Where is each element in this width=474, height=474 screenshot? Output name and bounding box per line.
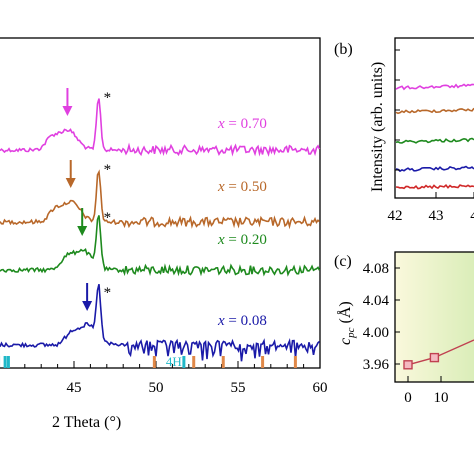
panel-c-label: (c) (334, 253, 352, 270)
reference-tick-orange (261, 356, 265, 368)
x-tick-label: 50 (149, 380, 164, 396)
panel-a: * x = 0.70 * x = 0.50 * x = 0.20 * x = 0.08 45 5… (0, 37, 328, 431)
panel-c-x-tick-label: 0 (404, 390, 412, 406)
peak-arrowhead-icon (65, 178, 76, 188)
panel-a-xlabel: 2 Theta (°) (52, 414, 121, 431)
reference-label: 4H (166, 354, 182, 369)
impurity-marker: * (104, 90, 112, 106)
panel-b-series (395, 83, 474, 190)
panel-b-label: (b) (334, 41, 353, 58)
panel-a-reference-ticks: 4H (0, 354, 297, 369)
reference-tick-orange (152, 356, 156, 368)
panel-b-x-tick-label: 43 (429, 208, 444, 224)
panel-b-frame (394, 37, 474, 199)
reference-tick-cyan (182, 356, 186, 368)
impurity-marker: * (104, 162, 112, 178)
reference-tick-orange (221, 356, 225, 368)
x-tick-label: 55 (231, 380, 246, 396)
panel-a-series: * x = 0.70 * x = 0.50 * x = 0.20 * x = 0.08 (0, 88, 321, 362)
panel-c: (c) cpc(Å) 4.08 4.04 4.00 3.96 0 10 (334, 251, 474, 406)
panel-c-y-tick-label: 3.96 (363, 357, 390, 373)
panel-c-points (403, 339, 474, 370)
x-tick-label: 60 (313, 380, 328, 396)
reference-tick-cyan (6, 356, 10, 368)
series-label: x = 0.70 (217, 116, 267, 132)
panel-c-y-tick-label: 4.08 (363, 261, 389, 277)
reference-tick-orange (293, 356, 297, 368)
peak-arrowhead-icon (82, 301, 93, 311)
panel-a-frame (0, 37, 321, 369)
xrd-series-line (0, 98, 321, 157)
x-tick-label: 45 (67, 380, 82, 396)
peak-arrowhead-icon (77, 226, 88, 236)
impurity-marker: * (104, 285, 112, 301)
panel-c-y-tick-label: 4.00 (363, 325, 389, 341)
reference-tick-cyan (3, 356, 7, 368)
panel-b-series-line (395, 184, 474, 190)
panel-b-series-line (395, 107, 474, 115)
panel-c-ylabel: cpc(Å) (336, 301, 357, 345)
panel-c-data-point (403, 360, 413, 370)
series-label: x = 0.50 (217, 179, 267, 195)
panel-b-axis-ticks: 42 43 4 (388, 49, 474, 224)
xrd-series-line (0, 284, 321, 362)
impurity-marker: * (104, 210, 112, 226)
xrd-series-line (0, 169, 321, 230)
panel-b-series-line (395, 165, 474, 173)
reference-tick-orange (192, 356, 196, 368)
panel-b-x-tick-label: 4 (470, 208, 474, 224)
panel-b-ylabel: Intensity (arb. units) (369, 62, 386, 192)
panel-b-series-line (395, 83, 474, 91)
panel-b-series-line (395, 137, 474, 144)
panel-b-x-tick-label: 42 (388, 208, 403, 224)
panel-c-x-tick-label: 10 (434, 390, 449, 406)
xrd-series-line (0, 215, 321, 277)
peak-arrowhead-icon (62, 106, 73, 116)
series-label: x = 0.08 (217, 313, 267, 329)
panel-b: (b) Intensity (arb. units) 42 43 4 (334, 37, 474, 224)
panel-a-axis-ticks: 45 50 55 60 (7, 361, 328, 396)
series-label: x = 0.20 (217, 232, 267, 248)
panel-c-axis-ticks: 4.08 4.04 4.00 3.96 0 10 (363, 261, 449, 406)
panel-c-data-point (429, 352, 440, 363)
panel-c-y-tick-label: 4.04 (363, 293, 390, 309)
